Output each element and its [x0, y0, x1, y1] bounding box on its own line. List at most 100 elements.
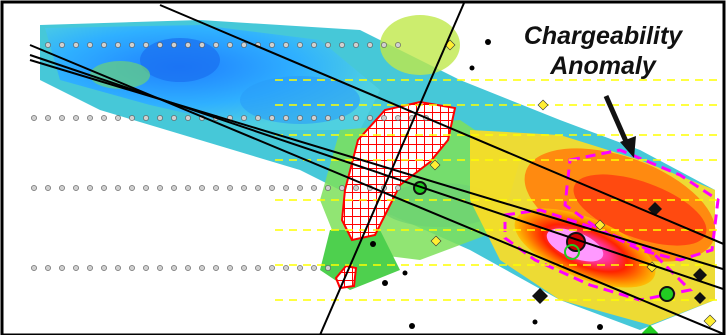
station-dot — [115, 185, 121, 191]
station-dot — [157, 185, 163, 191]
station-dot — [213, 42, 219, 48]
station-dot — [283, 265, 289, 271]
station-dot — [241, 265, 247, 271]
station-dot — [297, 42, 303, 48]
drill-holes — [370, 39, 717, 335]
station-dot — [115, 42, 121, 48]
annotation-line-2: Anomaly — [550, 52, 656, 80]
station-dot — [199, 185, 205, 191]
station-dot — [157, 265, 163, 271]
chargeability-anomaly — [470, 130, 716, 325]
station-dot — [311, 115, 317, 121]
station-dot — [73, 42, 79, 48]
station-dot — [157, 115, 163, 121]
station-dot — [255, 115, 261, 121]
station-dot — [59, 42, 65, 48]
station-dot — [339, 115, 345, 121]
station-dot — [101, 265, 107, 271]
station-dot — [381, 42, 387, 48]
station-dot — [59, 115, 65, 121]
station-dot — [325, 185, 331, 191]
station-dot — [325, 115, 331, 121]
station-dot — [199, 265, 205, 271]
station-dot — [213, 185, 219, 191]
station-dot — [283, 115, 289, 121]
station-dot — [297, 185, 303, 191]
station-dot — [297, 265, 303, 271]
station-dot — [45, 42, 51, 48]
station-dot — [255, 265, 261, 271]
station-dot — [255, 185, 261, 191]
station-dot — [353, 185, 359, 191]
station-dot — [227, 42, 233, 48]
station-dot — [199, 42, 205, 48]
station-dot — [45, 265, 51, 271]
station-dot — [241, 115, 247, 121]
station-dot — [311, 265, 317, 271]
station-dot — [171, 115, 177, 121]
station-dot — [353, 115, 359, 121]
station-dot — [269, 42, 275, 48]
station-dot — [367, 42, 373, 48]
station-dot — [227, 265, 233, 271]
station-dot — [129, 185, 135, 191]
station-dot — [157, 42, 163, 48]
station-dot — [283, 185, 289, 191]
survey-lines — [29, 3, 723, 335]
annotation-line-1: Chargeability — [523, 22, 683, 50]
station-dot — [101, 185, 107, 191]
station-dot — [395, 115, 401, 121]
station-dot — [171, 185, 177, 191]
station-dot — [171, 265, 177, 271]
annotation-label: Chargeability Anomaly — [498, 21, 708, 81]
station-dot — [59, 265, 65, 271]
station-dot — [185, 265, 191, 271]
station-dot — [73, 265, 79, 271]
station-dot — [241, 185, 247, 191]
station-dot — [59, 185, 65, 191]
station-dot — [185, 185, 191, 191]
station-dot — [31, 265, 37, 271]
station-dot — [283, 42, 289, 48]
station-dot — [115, 265, 121, 271]
station-dot — [101, 42, 107, 48]
station-dot — [45, 185, 51, 191]
station-dot — [339, 42, 345, 48]
station-dot — [381, 115, 387, 121]
station-dot — [269, 185, 275, 191]
station-dot — [269, 115, 275, 121]
station-dot — [31, 185, 37, 191]
station-dot — [297, 115, 303, 121]
station-dot — [143, 265, 149, 271]
station-dot — [143, 185, 149, 191]
station-dot — [227, 185, 233, 191]
station-dot — [87, 185, 93, 191]
station-dot — [311, 42, 317, 48]
station-dot — [143, 115, 149, 121]
survey-stations — [31, 42, 429, 271]
station-dot — [101, 115, 107, 121]
station-dot — [87, 115, 93, 121]
station-dot — [213, 265, 219, 271]
station-dot — [311, 185, 317, 191]
station-dot — [185, 115, 191, 121]
station-dot — [31, 115, 37, 121]
yellow-dashed-lines — [275, 79, 720, 301]
station-dot — [143, 42, 149, 48]
station-dot — [171, 42, 177, 48]
station-dot — [325, 265, 331, 271]
station-dot — [241, 42, 247, 48]
station-dot — [87, 265, 93, 271]
station-dot — [395, 42, 401, 48]
station-dot — [353, 42, 359, 48]
station-dot — [45, 115, 51, 121]
station-dot — [87, 42, 93, 48]
station-dot — [129, 265, 135, 271]
station-dot — [129, 115, 135, 121]
station-dot — [185, 42, 191, 48]
station-dot — [395, 185, 401, 191]
arrow-icon — [603, 94, 636, 158]
station-dot — [269, 265, 275, 271]
